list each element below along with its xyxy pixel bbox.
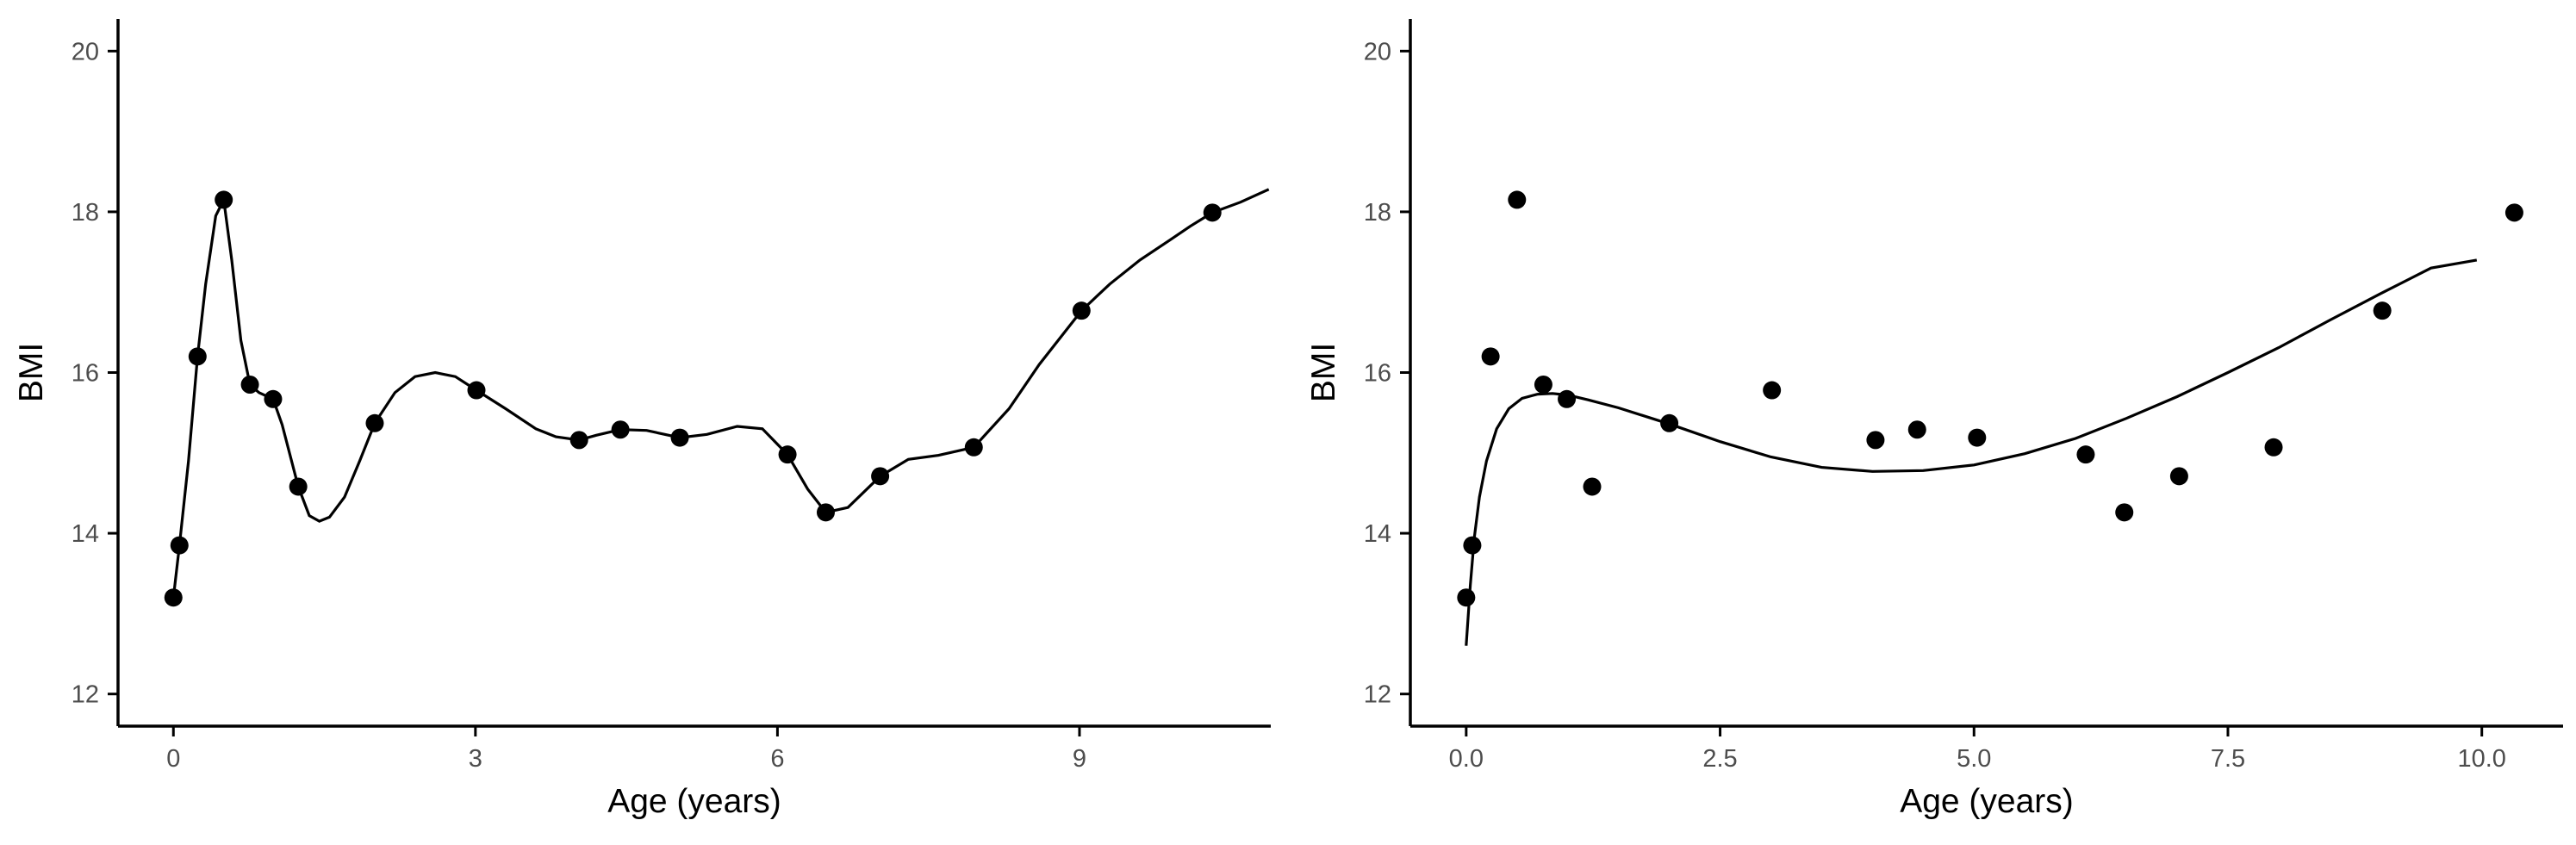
- data-point: [467, 381, 486, 400]
- y-axis-title: BMI: [13, 343, 50, 402]
- data-point: [215, 190, 233, 209]
- data-point: [1072, 301, 1091, 320]
- data-point: [569, 431, 588, 450]
- fit-line: [171, 188, 1270, 598]
- data-point: [2504, 203, 2523, 222]
- data-point: [816, 503, 835, 522]
- y-tick-label: 18: [1364, 199, 1391, 227]
- data-point: [1508, 190, 1527, 209]
- y-tick-label: 18: [72, 199, 99, 227]
- data-point: [1203, 203, 1222, 222]
- x-tick-label: 5.0: [1957, 745, 1991, 773]
- y-tick-label: 14: [72, 520, 99, 548]
- panel-left: 12 14 16 18 20 0 3 6 9 Age (years) BMI: [13, 19, 1271, 820]
- data-point: [2076, 445, 2095, 464]
- data-point: [1968, 428, 1987, 447]
- data-point: [240, 375, 259, 394]
- x-axis-title: Age (years): [607, 783, 781, 820]
- y-tick-label: 16: [1364, 360, 1391, 388]
- data-point: [1660, 413, 1679, 432]
- x-tick-label: 7.5: [2211, 745, 2245, 773]
- y-tick-label: 20: [72, 38, 99, 65]
- data-point: [611, 420, 630, 439]
- fit-line: [1465, 258, 2478, 646]
- y-tick-label: 14: [1364, 520, 1391, 548]
- x-tick-label: 0.0: [1449, 745, 1484, 773]
- data-point: [2115, 503, 2134, 522]
- x-tick-label: 2.5: [1702, 745, 1737, 773]
- data-point: [365, 413, 384, 432]
- data-point: [2373, 301, 2392, 320]
- y-tick-label: 16: [72, 360, 99, 388]
- panel-right: 12 14 16 18 20 0.0 2.5 5.0 7.5 10.0 Age (years) BMI: [1305, 19, 2563, 820]
- data-point: [188, 347, 207, 366]
- x-axis-title: Age (years): [1900, 783, 2074, 820]
- data-point: [1558, 389, 1577, 408]
- y-axis-title: BMI: [1305, 343, 1342, 402]
- data-point: [1534, 375, 1552, 394]
- data-point: [1907, 420, 1926, 439]
- data-point: [170, 536, 189, 555]
- y-tick-label: 20: [1364, 38, 1391, 65]
- data-point: [1866, 431, 1885, 450]
- data-point: [1457, 588, 1476, 607]
- data-point: [2264, 438, 2283, 457]
- x-tick-label: 10.0: [2457, 745, 2505, 773]
- data-point: [1481, 347, 1500, 366]
- data-point: [164, 588, 183, 607]
- x-tick-label: 9: [1073, 745, 1086, 773]
- data-point: [964, 438, 983, 457]
- x-tick-label: 6: [770, 745, 784, 773]
- data-point: [778, 445, 797, 464]
- data-point: [1583, 477, 1602, 496]
- x-tick-label: 3: [469, 745, 482, 773]
- data-point: [1463, 536, 1482, 555]
- data-point: [871, 467, 890, 486]
- data-point: [289, 477, 308, 496]
- x-tick-label: 0: [166, 745, 180, 773]
- data-point: [264, 389, 283, 408]
- y-tick-label: 12: [72, 681, 99, 709]
- data-point: [1763, 381, 1782, 400]
- data-point: [670, 428, 689, 447]
- y-tick-label: 12: [1364, 681, 1391, 709]
- data-point: [2169, 467, 2188, 486]
